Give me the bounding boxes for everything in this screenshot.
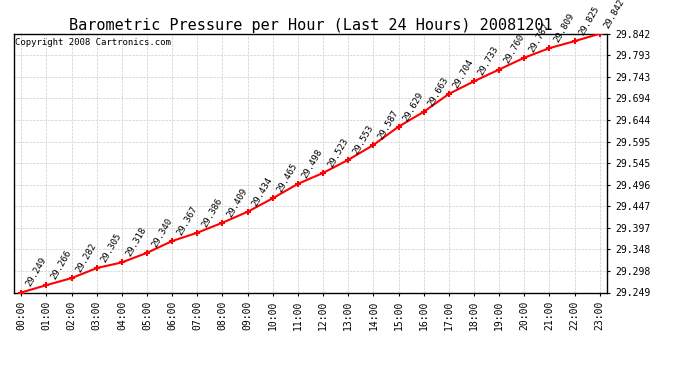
Text: 29.318: 29.318 <box>125 226 148 258</box>
Text: 29.386: 29.386 <box>200 196 224 228</box>
Text: 29.842: 29.842 <box>602 0 627 30</box>
Text: 29.249: 29.249 <box>24 256 48 288</box>
Text: 29.704: 29.704 <box>451 57 475 90</box>
Text: 29.266: 29.266 <box>49 249 73 281</box>
Text: 29.409: 29.409 <box>225 186 249 219</box>
Text: 29.434: 29.434 <box>250 175 275 208</box>
Text: 29.733: 29.733 <box>477 45 501 77</box>
Text: Copyright 2008 Cartronics.com: Copyright 2008 Cartronics.com <box>15 38 171 46</box>
Text: 29.498: 29.498 <box>301 147 324 180</box>
Text: 29.553: 29.553 <box>351 123 375 156</box>
Title: Barometric Pressure per Hour (Last 24 Hours) 20081201: Barometric Pressure per Hour (Last 24 Ho… <box>69 18 552 33</box>
Text: 29.282: 29.282 <box>75 242 99 274</box>
Text: 29.340: 29.340 <box>150 216 174 249</box>
Text: 29.629: 29.629 <box>402 90 425 123</box>
Text: 29.825: 29.825 <box>578 4 601 37</box>
Text: 29.367: 29.367 <box>175 204 199 237</box>
Text: 29.523: 29.523 <box>326 136 350 169</box>
Text: 29.465: 29.465 <box>275 162 299 194</box>
Text: 29.663: 29.663 <box>426 75 451 108</box>
Text: 29.809: 29.809 <box>552 12 576 44</box>
Text: 29.587: 29.587 <box>376 108 400 141</box>
Text: 29.305: 29.305 <box>99 231 124 264</box>
Text: 29.760: 29.760 <box>502 33 526 65</box>
Text: 29.787: 29.787 <box>527 21 551 54</box>
